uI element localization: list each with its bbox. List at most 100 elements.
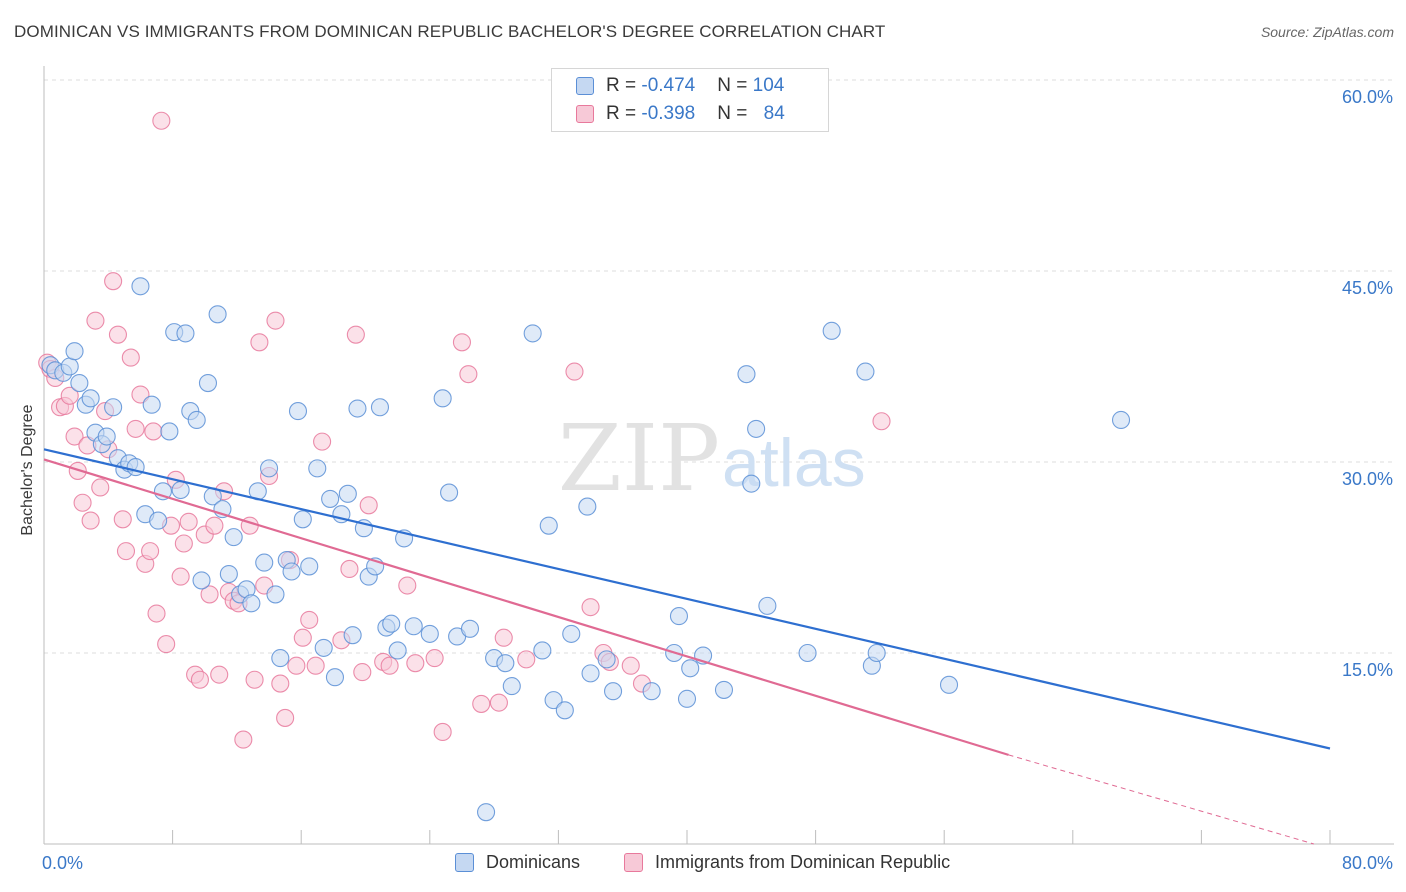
immigrants-point (433, 722, 452, 741)
immigrants-point (147, 604, 166, 623)
immigrants-point (276, 708, 295, 727)
watermark-atlas: atlas (722, 425, 866, 501)
dominicans-point (440, 483, 459, 502)
dominicans-point (533, 641, 552, 660)
dominicans-point (581, 664, 600, 683)
immigrants-point (293, 628, 312, 647)
immigrants-point (380, 656, 399, 675)
legend-r-label: R = (606, 75, 642, 96)
immigrants-point (81, 511, 100, 530)
dominicans-point (300, 557, 319, 576)
dominicans-point (208, 305, 227, 324)
immigrants-trend-line (43, 458, 1009, 756)
legend-r-value: -0.474 (641, 75, 696, 96)
immigrants-point (489, 693, 508, 712)
dominicans-point (288, 402, 308, 421)
dominicans-point (597, 650, 616, 669)
immigrants-point (425, 649, 444, 668)
immigrants-point (406, 654, 425, 673)
dominicans-point (149, 511, 168, 530)
dominicans-point (460, 619, 480, 638)
axes (43, 66, 1394, 845)
dominicans-point (259, 459, 279, 478)
dominicans-point (382, 614, 401, 633)
legend-label-dominicans: Dominicans (486, 852, 581, 872)
immigrants-point (190, 670, 209, 689)
dominicans-point (404, 617, 423, 636)
dominicans-point (293, 510, 312, 529)
legend-item-dominicans: Dominicans (455, 852, 580, 873)
immigrants-point (300, 610, 319, 629)
immigrants-point (174, 534, 193, 553)
dominicans-point (1111, 410, 1131, 430)
immigrants-point (271, 674, 290, 693)
dominicans-point (160, 422, 179, 441)
correlation-legend: R = -0.474 N = 104 R = -0.398 N = 84 (551, 68, 829, 132)
immigrants-point (346, 325, 365, 344)
dominicans-point (81, 389, 100, 408)
immigrants-point (306, 656, 325, 675)
immigrants-point (116, 542, 136, 561)
dominicans-point (677, 689, 697, 708)
y-tick-label: 45.0% (1341, 278, 1393, 298)
dominicans-point (242, 594, 261, 613)
chart-title: DOMINICAN VS IMMIGRANTS FROM DOMINICAN R… (14, 22, 886, 41)
dominicans-point (642, 682, 661, 701)
immigrants-point (517, 650, 536, 669)
immigrants-point (452, 333, 472, 352)
dominicans-point (142, 395, 161, 414)
dominicans-point (798, 643, 817, 663)
legend-n-value: 104 (752, 75, 785, 96)
legend-label-immigrants: Immigrants from Dominican Republic (655, 852, 951, 872)
dominicans-point (219, 565, 238, 584)
trend-lines (43, 448, 1331, 845)
legend-swatch-blue (455, 853, 474, 872)
immigrants-point (872, 412, 891, 431)
immigrants-point (581, 598, 600, 617)
y-tick-label: 60.0% (1341, 87, 1393, 107)
immigrants-point (86, 311, 105, 330)
dominicans-point (822, 321, 841, 340)
dominicans-point (388, 641, 407, 660)
immigrants-trend-extrapolation (1008, 754, 1315, 845)
dominicans-point (171, 480, 190, 500)
immigrants-point (621, 656, 640, 675)
legend-r-label: R = (606, 103, 642, 124)
dominicans-point (192, 571, 211, 590)
dominicans-point (867, 643, 886, 663)
immigrants-point (171, 567, 190, 586)
legend-n-label: N = (717, 103, 753, 124)
dominicans-point (856, 362, 875, 381)
series-legend: Dominicans Immigrants from Dominican Rep… (0, 852, 1406, 876)
y-tick-label: 15.0% (1341, 660, 1393, 680)
dominicans-point (496, 654, 515, 673)
immigrants-point (65, 427, 84, 446)
dominicans-point (578, 497, 597, 516)
dominicans-point (433, 389, 452, 408)
dominicans-point (198, 374, 218, 393)
dominicans-point (604, 682, 623, 701)
dominicans-point (370, 398, 390, 417)
dominicans-point (737, 365, 756, 384)
dominicans-point (681, 659, 700, 678)
immigrants-point (565, 362, 584, 381)
immigrants-point (104, 272, 123, 291)
dominicans-point (338, 484, 357, 503)
legend-swatch-blue (576, 77, 594, 95)
immigrants-point (494, 628, 513, 647)
dominicans-point (477, 803, 496, 822)
legend-swatch-pink (624, 853, 643, 872)
legend-row-immigrants: R = -0.398 N = 84 (576, 101, 785, 127)
immigrants-point (472, 694, 491, 713)
grid-lines (44, 79, 1394, 654)
dominicans-point (348, 399, 367, 418)
dominicans-point (343, 626, 362, 645)
dominicans-trend-line (43, 448, 1331, 750)
dominicans-point (187, 410, 206, 430)
dominicans-point (282, 562, 301, 581)
watermark-zip: ZIP (558, 405, 720, 512)
immigrants-point (60, 386, 79, 405)
immigrants-point (340, 559, 359, 579)
dominicans-point (742, 474, 761, 493)
